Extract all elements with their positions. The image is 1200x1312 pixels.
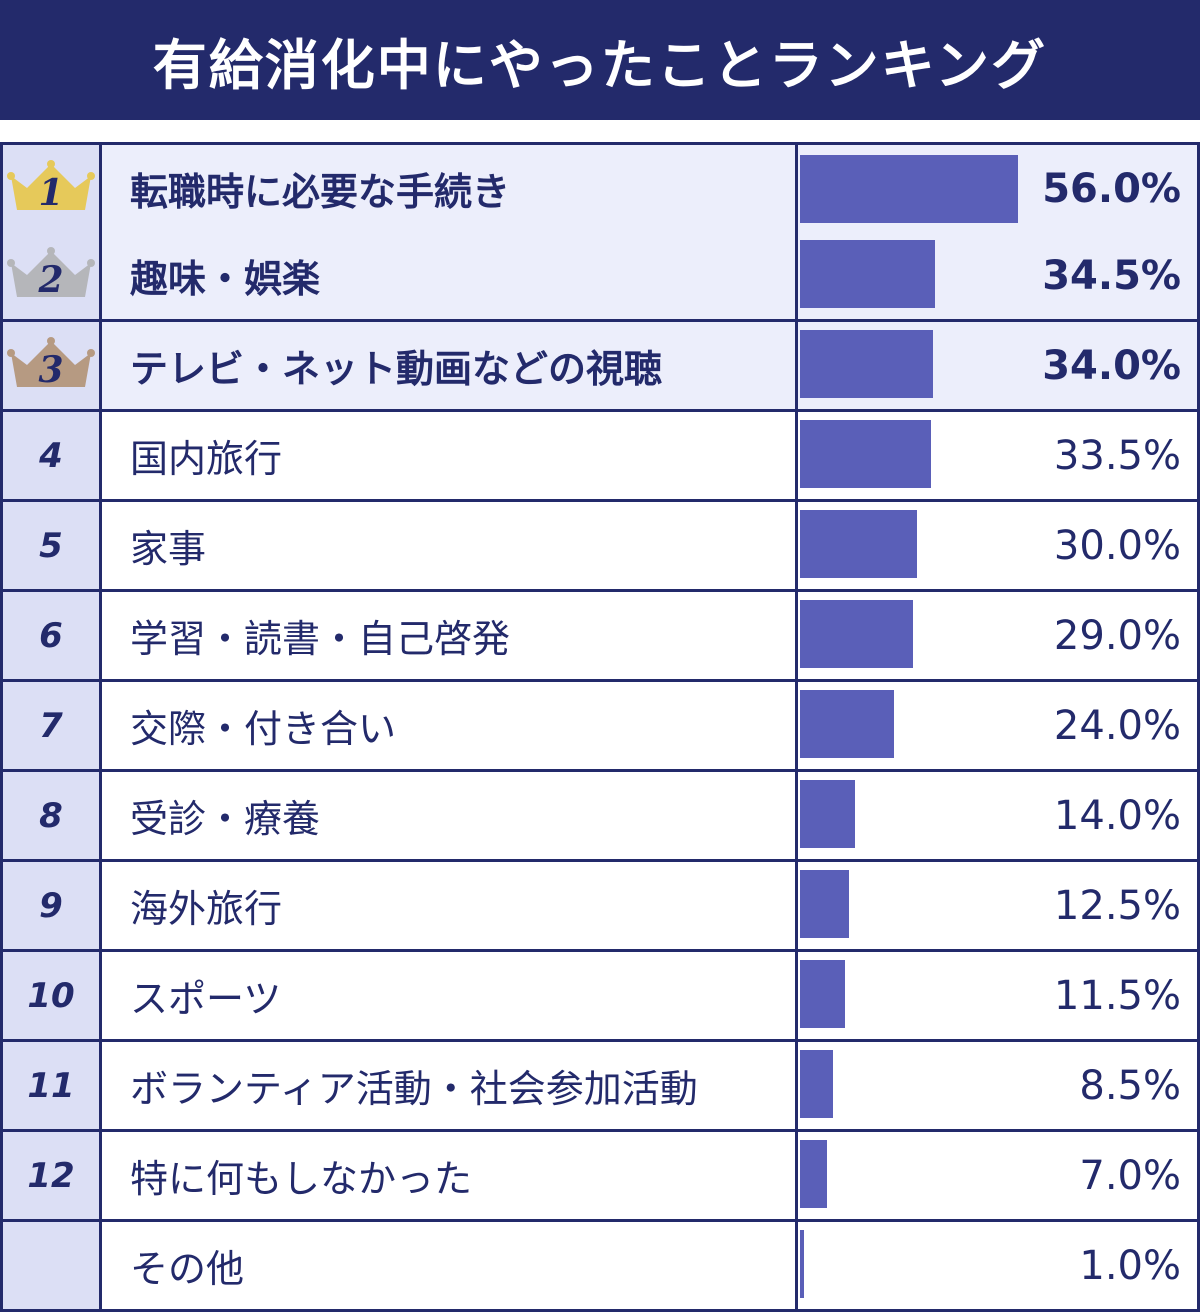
rank-number: 6 — [39, 615, 63, 656]
bar-cell: 8.5% — [798, 1042, 1200, 1129]
rank-cell: 8 — [0, 772, 102, 859]
bar — [800, 155, 1019, 223]
bar — [800, 960, 845, 1028]
bar-cell: 11.5% — [798, 952, 1200, 1039]
rank-cell: 3 — [0, 322, 102, 409]
rank-number: 8 — [39, 795, 63, 836]
category-label: 転職時に必要な手続き — [102, 145, 798, 232]
rank-number: 3 — [38, 348, 64, 391]
value-label: 34.5% — [1042, 252, 1181, 299]
value-label: 24.0% — [1053, 702, 1181, 749]
bar — [800, 1230, 804, 1298]
bar — [800, 1140, 828, 1208]
value-label: 14.0% — [1053, 792, 1181, 839]
rank-cell: 4 — [0, 412, 102, 499]
bar — [800, 510, 917, 578]
value-label: 12.5% — [1053, 882, 1181, 929]
bar-cell: 56.0% — [798, 145, 1200, 232]
ranking-row: 10 スポーツ 11.5% — [0, 952, 1200, 1042]
category-label: 学習・読書・自己啓発 — [102, 592, 798, 679]
crown-silver-icon: 2 — [5, 245, 97, 307]
bar — [800, 1050, 834, 1118]
rank-number: 2 — [38, 258, 64, 301]
rank-number: 10 — [27, 975, 75, 1016]
rank-number: 11 — [27, 1065, 75, 1106]
rank-number: 7 — [39, 705, 63, 746]
rank-cell: 2 — [0, 232, 102, 319]
category-label: 特に何もしなかった — [102, 1132, 798, 1219]
bar — [800, 600, 914, 668]
rank-cell: 10 — [0, 952, 102, 1039]
rank-number: 4 — [39, 435, 63, 476]
rank-number: 1 — [38, 171, 64, 214]
ranking-row: 1 転職時に必要な手続き 56.0% — [0, 142, 1200, 235]
rank-number: 5 — [39, 525, 63, 566]
category-label: その他 — [102, 1222, 798, 1309]
category-label: ボランティア活動・社会参加活動 — [102, 1042, 798, 1129]
rank-cell: 9 — [0, 862, 102, 949]
rank-cell: 1 — [0, 145, 102, 232]
bar — [800, 240, 935, 308]
category-label: 受診・療養 — [102, 772, 798, 859]
ranking-row: 6 学習・読書・自己啓発 29.0% — [0, 592, 1200, 682]
ranking-row: その他 1.0% — [0, 1222, 1200, 1312]
ranking-row: 11 ボランティア活動・社会参加活動 8.5% — [0, 1042, 1200, 1132]
bar — [800, 330, 933, 398]
category-label: 趣味・娯楽 — [102, 232, 798, 319]
ranking-row: 4 国内旅行 33.5% — [0, 412, 1200, 502]
bar-cell: 24.0% — [798, 682, 1200, 769]
rank-cell — [0, 1222, 102, 1309]
rank-cell: 5 — [0, 502, 102, 589]
category-label: 交際・付き合い — [102, 682, 798, 769]
rank-cell: 11 — [0, 1042, 102, 1129]
bar-cell: 7.0% — [798, 1132, 1200, 1219]
ranking-row: 2 趣味・娯楽 34.5% — [0, 232, 1200, 322]
bar-cell: 34.5% — [798, 232, 1200, 319]
value-label: 1.0% — [1079, 1242, 1181, 1289]
rank-cell: 6 — [0, 592, 102, 679]
ranking-row: 5 家事 30.0% — [0, 502, 1200, 592]
value-label: 33.5% — [1053, 432, 1181, 479]
bar-cell: 34.0% — [798, 322, 1200, 409]
value-label: 30.0% — [1053, 522, 1181, 569]
bar-cell: 12.5% — [798, 862, 1200, 949]
bar-cell: 14.0% — [798, 772, 1200, 859]
rank-cell: 12 — [0, 1132, 102, 1219]
bar-cell: 29.0% — [798, 592, 1200, 679]
crown-gold-icon: 1 — [5, 158, 97, 220]
header-banner: 有給消化中にやったことランキング — [0, 0, 1200, 120]
rank-number: 9 — [39, 885, 63, 926]
rank-cell: 7 — [0, 682, 102, 769]
category-label: テレビ・ネット動画などの視聴 — [102, 322, 798, 409]
value-label: 29.0% — [1053, 612, 1181, 659]
value-label: 8.5% — [1079, 1062, 1181, 1109]
category-label: 家事 — [102, 502, 798, 589]
ranking-row: 7 交際・付き合い 24.0% — [0, 682, 1200, 772]
bar — [800, 870, 849, 938]
value-label: 11.5% — [1053, 972, 1181, 1019]
chart-title: 有給消化中にやったことランキング — [152, 33, 1048, 97]
crown-bronze-icon: 3 — [5, 335, 97, 397]
ranking-row: 9 海外旅行 12.5% — [0, 862, 1200, 952]
value-label: 7.0% — [1079, 1152, 1181, 1199]
rank-number: 12 — [27, 1155, 75, 1196]
bar-cell: 33.5% — [798, 412, 1200, 499]
bar — [800, 690, 894, 758]
value-label: 34.0% — [1042, 342, 1181, 389]
bar — [800, 420, 931, 488]
bar-cell: 30.0% — [798, 502, 1200, 589]
value-label: 56.0% — [1042, 165, 1181, 212]
ranking-row: 3 テレビ・ネット動画などの視聴 34.0% — [0, 322, 1200, 412]
category-label: 海外旅行 — [102, 862, 798, 949]
category-label: スポーツ — [102, 952, 798, 1039]
category-label: 国内旅行 — [102, 412, 798, 499]
ranking-row: 8 受診・療養 14.0% — [0, 772, 1200, 862]
bar — [800, 780, 855, 848]
ranking-row: 12 特に何もしなかった 7.0% — [0, 1132, 1200, 1222]
bar-cell: 1.0% — [798, 1222, 1200, 1309]
